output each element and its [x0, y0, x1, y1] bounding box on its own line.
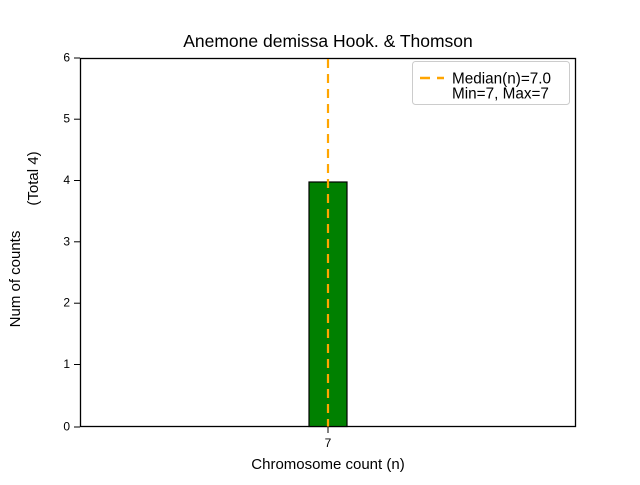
- svg-text:5: 5: [63, 112, 70, 126]
- svg-text:Num of counts: Num of counts: [7, 231, 24, 328]
- svg-text:3: 3: [63, 234, 70, 248]
- svg-text:2: 2: [63, 296, 70, 310]
- svg-text:Chromosome count (n): Chromosome count (n): [251, 456, 404, 473]
- svg-text:Anemone demissa Hook. & Thomso: Anemone demissa Hook. & Thomson: [183, 31, 473, 51]
- svg-text:7: 7: [325, 436, 332, 450]
- svg-text:1: 1: [63, 357, 70, 371]
- svg-text:0: 0: [63, 420, 70, 434]
- svg-text:6: 6: [63, 51, 70, 65]
- svg-text:(Total 4): (Total 4): [25, 151, 42, 205]
- svg-text:4: 4: [63, 173, 70, 187]
- svg-text:Min=7, Max=7: Min=7, Max=7: [452, 86, 549, 103]
